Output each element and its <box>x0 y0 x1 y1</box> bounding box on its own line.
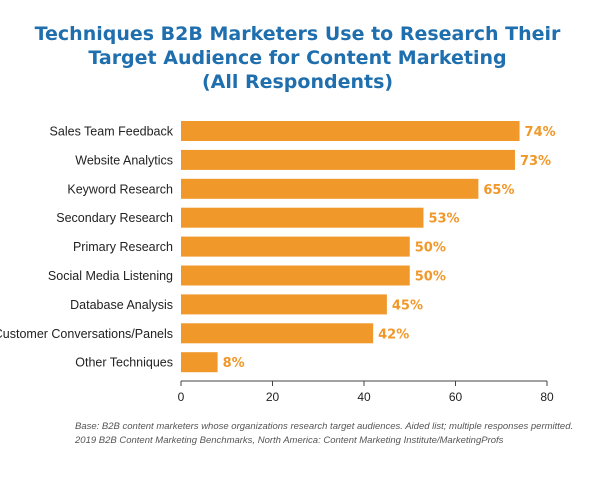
data-label: 53% <box>428 212 459 227</box>
category-label: Keyword Research <box>67 182 173 196</box>
footnote: Base: B2B content marketers whose organi… <box>75 420 590 448</box>
category-label: Secondary Research <box>56 211 173 225</box>
category-label: Social Media Listening <box>48 269 173 283</box>
bar <box>181 294 387 315</box>
bar <box>181 121 520 141</box>
data-label: 50% <box>415 241 446 256</box>
data-label: 42% <box>378 327 409 342</box>
data-label: 45% <box>392 298 423 313</box>
category-label: Database Analysis <box>70 298 173 312</box>
chart-title: Techniques B2B Marketers Use to Research… <box>0 22 595 94</box>
data-label: 65% <box>483 183 514 198</box>
x-tick-label: 0 <box>178 390 185 404</box>
x-tick-label: 80 <box>540 390 554 404</box>
category-label: Customer Conversations/Panels <box>0 327 173 341</box>
bar <box>181 207 424 228</box>
category-label: Primary Research <box>73 240 173 254</box>
data-label: 73% <box>520 154 551 169</box>
x-tick-label: 20 <box>266 390 280 404</box>
chart-title-line-2: Target Audience for Content Marketing <box>88 47 507 69</box>
bar <box>181 236 410 257</box>
bar <box>181 265 410 286</box>
category-label: Website Analytics <box>75 153 173 167</box>
data-label: 74% <box>525 125 556 140</box>
bar <box>181 352 218 373</box>
bar <box>181 178 479 199</box>
footnote-source: 2019 B2B Content Marketing Benchmarks, N… <box>75 435 504 446</box>
chart-title-line-1: Techniques B2B Marketers Use to Research… <box>34 23 561 45</box>
category-label: Other Techniques <box>75 356 173 370</box>
x-tick-label: 60 <box>449 390 463 404</box>
data-label: 50% <box>415 270 446 285</box>
bar <box>181 149 515 170</box>
footnote-base: Base: B2B content marketers whose organi… <box>75 421 574 432</box>
x-tick-label: 40 <box>357 390 371 404</box>
bar <box>181 323 374 344</box>
category-label: Sales Team Feedback <box>50 125 174 139</box>
data-label: 8% <box>223 356 245 371</box>
chart-title-line-3: (All Respondents) <box>201 71 394 93</box>
